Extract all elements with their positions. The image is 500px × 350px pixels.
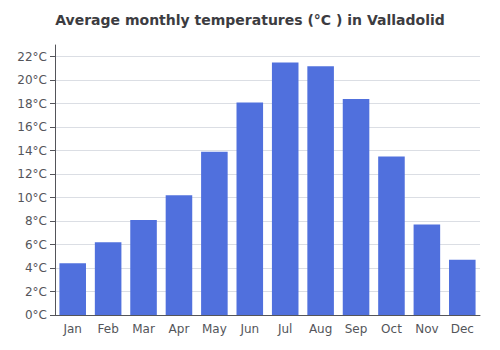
svg-text:Nov: Nov — [415, 322, 438, 336]
svg-text:Average monthly temperatures (: Average monthly temperatures (°C ) in Va… — [55, 12, 445, 28]
svg-text:4°C: 4°C — [25, 261, 47, 275]
svg-text:Oct: Oct — [381, 322, 402, 336]
svg-text:Sep: Sep — [345, 322, 368, 336]
svg-text:12°C: 12°C — [17, 167, 47, 181]
svg-text:Jul: Jul — [277, 322, 292, 336]
svg-text:Jan: Jan — [62, 322, 82, 336]
svg-text:0°C: 0°C — [25, 308, 47, 322]
svg-text:May: May — [202, 322, 227, 336]
svg-text:10°C: 10°C — [17, 191, 47, 205]
svg-text:2°C: 2°C — [25, 285, 47, 299]
svg-text:18°C: 18°C — [17, 97, 47, 111]
svg-text:14°C: 14°C — [17, 144, 47, 158]
svg-text:Dec: Dec — [451, 322, 474, 336]
svg-text:20°C: 20°C — [17, 73, 47, 87]
svg-text:22°C: 22°C — [17, 50, 47, 64]
svg-text:8°C: 8°C — [25, 214, 47, 228]
svg-text:6°C: 6°C — [25, 238, 47, 252]
svg-text:Aug: Aug — [309, 322, 332, 336]
svg-text:16°C: 16°C — [17, 120, 47, 134]
svg-text:Jun: Jun — [239, 322, 259, 336]
svg-text:Feb: Feb — [98, 322, 119, 336]
svg-text:Apr: Apr — [169, 322, 190, 336]
svg-text:Mar: Mar — [132, 322, 155, 336]
